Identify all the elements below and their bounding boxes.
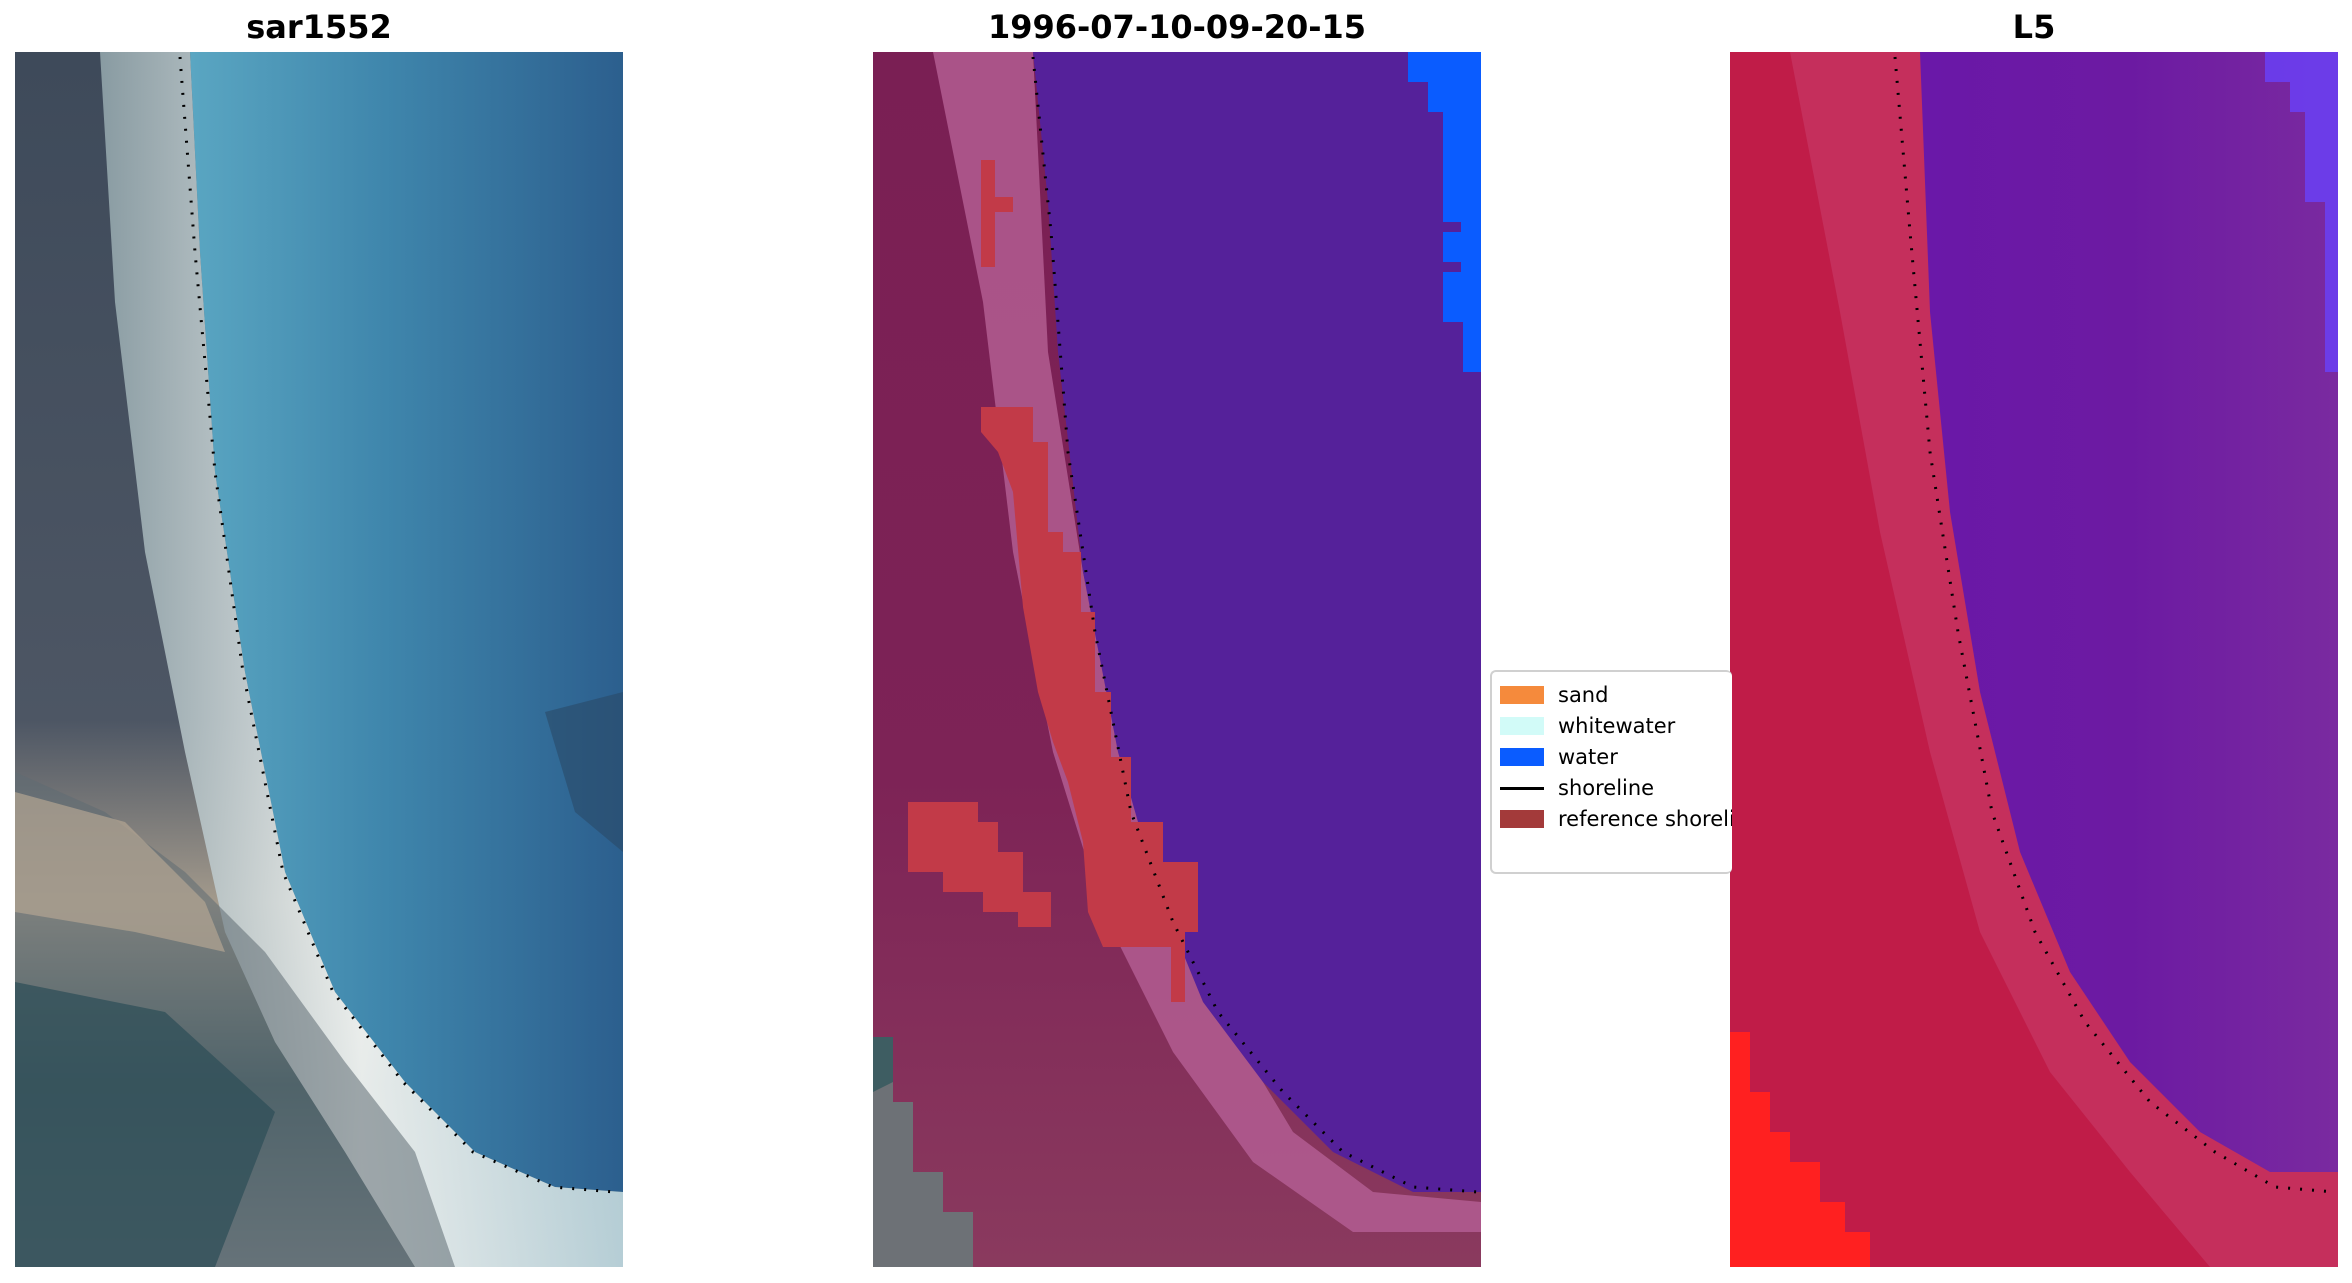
legend-item-reference-shoreline: reference shoreline bbox=[1500, 804, 1732, 834]
blue-water-region bbox=[1408, 52, 1481, 372]
rgb-image bbox=[15, 52, 623, 1267]
shoreline-index bbox=[1893, 56, 2336, 1194]
red-class-patches bbox=[908, 160, 1198, 1002]
legend-item-water: water bbox=[1500, 742, 1618, 772]
legend-label-reference-shoreline: reference shoreline bbox=[1558, 807, 1732, 831]
legend-label-whitewater: whitewater bbox=[1558, 714, 1676, 738]
legend-swatch-reference-shoreline bbox=[1500, 810, 1544, 828]
panel-title-index: L5 bbox=[2012, 8, 2056, 46]
legend-label-sand: sand bbox=[1558, 683, 1609, 707]
legend-label-water: water bbox=[1558, 745, 1618, 769]
panel-title-classification: 1996-07-10-09-20-15 bbox=[987, 8, 1367, 46]
legend-item-shoreline: shoreline bbox=[1500, 773, 1654, 803]
index-water-region bbox=[1920, 52, 2338, 1172]
legend-line-shoreline bbox=[1500, 786, 1544, 790]
legend-item-sand: sand bbox=[1500, 680, 1608, 710]
classification-image bbox=[873, 52, 1481, 1267]
legend-swatch-whitewater bbox=[1500, 717, 1544, 735]
classification-panel bbox=[873, 52, 1481, 1267]
index-image bbox=[1730, 52, 2338, 1267]
legend-swatch-water bbox=[1500, 748, 1544, 766]
legend-swatch-sand bbox=[1500, 686, 1544, 704]
water-class-region bbox=[1033, 52, 1481, 1192]
legend-item-whitewater: whitewater bbox=[1500, 711, 1675, 741]
rgb-image-panel bbox=[15, 52, 623, 1267]
panel-title-rgb: sar1552 bbox=[246, 8, 392, 46]
legend: sand whitewater water shoreline referenc… bbox=[1490, 670, 1732, 874]
index-panel bbox=[1730, 52, 2338, 1267]
legend-label-shoreline: shoreline bbox=[1558, 776, 1655, 800]
